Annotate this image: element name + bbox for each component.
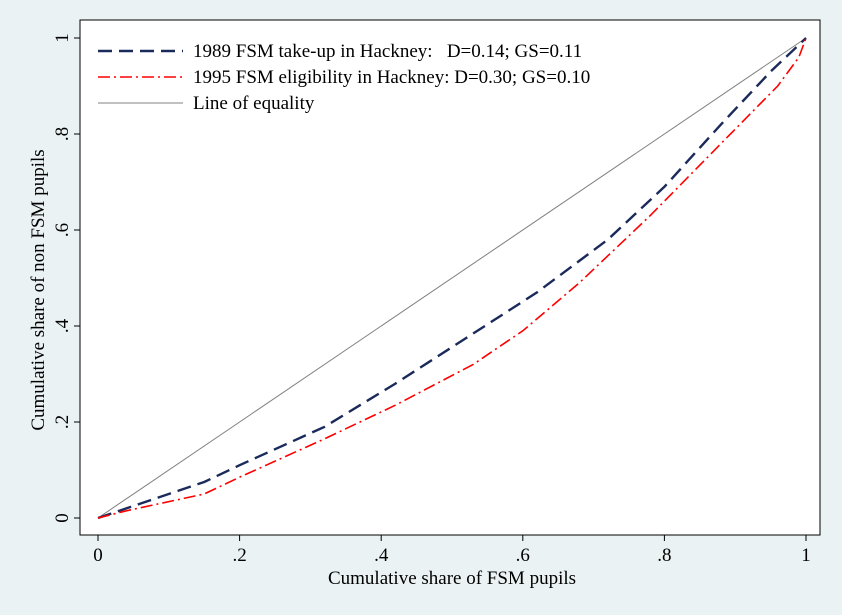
x-tick-label: .6	[516, 545, 530, 566]
x-tick-label: .8	[657, 545, 671, 566]
y-tick-label: 1	[52, 33, 73, 43]
x-tick-label: 0	[93, 545, 103, 566]
legend-label-1: 1995 FSM eligibility in Hackney: D=0.30;…	[193, 67, 590, 88]
y-tick-label: 0	[52, 513, 73, 523]
axes: 0 .2 .4 .6 .8 1 0 .2 .4 .6 .8 1	[52, 33, 811, 566]
legend-label-2: Line of equality	[193, 93, 315, 114]
x-tick-label: .4	[374, 545, 389, 566]
x-tick-label: .2	[232, 545, 246, 566]
y-tick-label: .2	[52, 415, 73, 429]
x-tick-label: 1	[801, 545, 811, 566]
y-axis-label: Cumulative share of non FSM pupils	[28, 149, 49, 430]
y-tick-label: .8	[52, 127, 73, 141]
plot-area	[79, 19, 821, 536]
series-line-2	[97, 37, 807, 519]
x-axis-label: Cumulative share of FSM pupils	[328, 568, 576, 589]
series-line-1	[97, 37, 807, 519]
series-line-0	[97, 37, 807, 520]
legend: 1989 FSM take-up in Hackney: D=0.14; GS=…	[98, 41, 590, 114]
series-layer	[97, 37, 807, 520]
legend-label-0: 1989 FSM take-up in Hackney: D=0.14; GS=…	[193, 41, 582, 62]
y-tick-label: .4	[52, 318, 73, 333]
y-tick-label: .6	[52, 223, 73, 237]
